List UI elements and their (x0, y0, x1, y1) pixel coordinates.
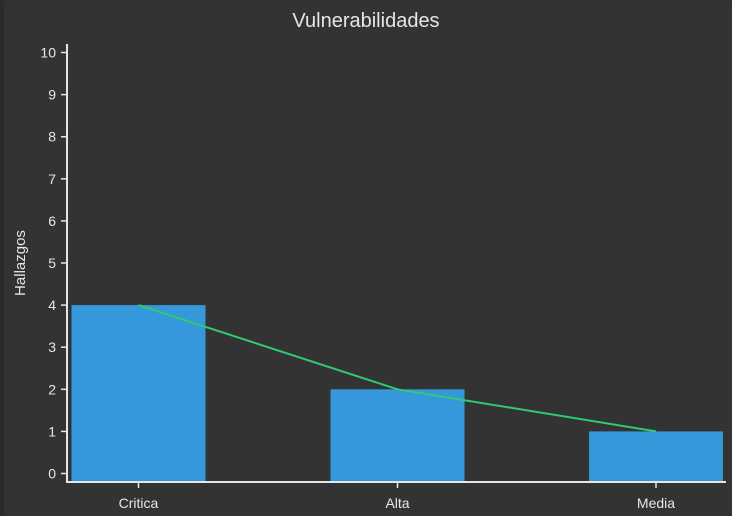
bar-media (589, 431, 723, 482)
y-tick-label: 10 (40, 45, 56, 61)
x-tick-label: Alta (385, 495, 409, 511)
y-tick-label: 4 (48, 297, 56, 313)
y-axis-label: Hallazgos (12, 230, 29, 296)
bar-critica (71, 305, 206, 482)
y-tick-label: 3 (48, 339, 56, 355)
plot-area: 0 1 2 3 4 5 6 7 8 9 10 Critica Alta Media (40, 44, 726, 511)
y-tick-label: 2 (48, 381, 56, 397)
x-tick-label: Critica (119, 495, 159, 511)
trend-line (138, 304, 657, 433)
y-tick-label: 8 (48, 129, 56, 145)
chart-title: Vulnerabilidades (292, 10, 439, 32)
y-tick-label: 0 (48, 466, 56, 482)
y-tick-label: 6 (48, 213, 56, 229)
x-tick-label: Media (637, 495, 675, 511)
bar-alta (330, 389, 465, 482)
y-tick-label: 5 (48, 255, 56, 271)
y-tick-label: 9 (48, 87, 56, 103)
y-tick-label: 7 (48, 171, 56, 187)
y-tick-label: 1 (48, 423, 56, 439)
